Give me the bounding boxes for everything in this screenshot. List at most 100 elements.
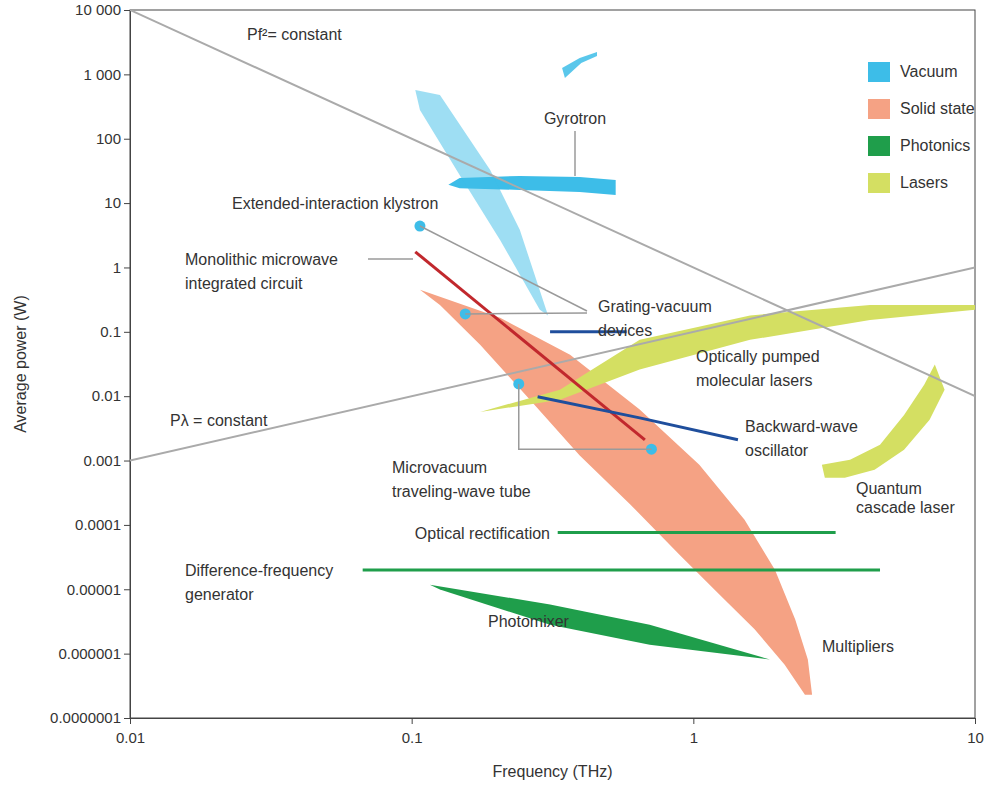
series-label: Optically pumped molecular lasers <box>696 348 824 389</box>
y-tick-label: 10 000 <box>75 1 121 18</box>
y-tick-mark <box>124 525 130 526</box>
y-tick-mark <box>124 718 130 719</box>
legend-swatch <box>868 136 890 156</box>
y-tick-label: 100 <box>96 130 121 147</box>
x-tick-label: 0.01 <box>116 729 145 746</box>
y-tick: 0.0001 <box>75 516 130 533</box>
y-tick-mark <box>124 654 130 655</box>
series-label-line: Pf²= constant <box>247 26 342 43</box>
legend-label: Photonics <box>900 137 970 154</box>
series-label-line: oscillator <box>745 442 809 459</box>
legend-swatch <box>868 62 890 82</box>
series-label-line: cascade laser <box>856 499 955 516</box>
leader-line <box>574 131 576 176</box>
legend-item: Vacuum <box>868 62 958 82</box>
y-tick-label: 0.001 <box>83 452 121 469</box>
y-tick-mark <box>124 332 130 333</box>
region <box>430 585 770 660</box>
series-label-line: Quantum <box>856 480 926 497</box>
series-label-line: Microvacuum <box>392 459 492 476</box>
series-label-line: traveling-wave tube <box>392 483 531 500</box>
y-tick-label: 0.00001 <box>67 581 121 598</box>
y-tick-label: 1 000 <box>83 66 121 83</box>
x-axis: 0.01 0.1 1 10 <box>116 718 984 746</box>
x-tick-label: 1 <box>690 729 698 746</box>
series-label-line: Optical rectification <box>415 525 550 542</box>
y-tick: 0.01 <box>92 387 130 404</box>
legend-item: Photonics <box>868 136 970 156</box>
y-tick-mark <box>124 10 130 11</box>
y-tick-label: 0.000001 <box>58 645 121 662</box>
x-axis-line <box>131 718 976 719</box>
y-tick-label: 10 <box>104 194 121 211</box>
y-tick: 1 <box>113 259 130 276</box>
series-label-line: Grating-vacuum <box>598 298 716 315</box>
legend-item: Solid state <box>868 99 975 119</box>
line <box>538 397 738 440</box>
series-label: Quantum cascade laser <box>856 480 955 516</box>
y-axis: 0.0000001 0.000001 0.00001 0.0001 0.001 0.01 0… <box>50 1 130 726</box>
y-tick-mark <box>124 396 130 397</box>
series-label-line: integrated circuit <box>185 275 303 292</box>
y-tick-label: 0.0001 <box>75 516 121 533</box>
x-tick-mark <box>130 718 131 724</box>
x-tick-mark <box>693 718 694 724</box>
line <box>558 531 836 534</box>
x-axis-title: Frequency (THz) <box>492 763 612 780</box>
y-tick: 100 <box>96 130 130 147</box>
x-tick-mark <box>412 718 413 724</box>
x-tick-label: 10 <box>967 729 984 746</box>
y-tick-mark <box>124 203 130 204</box>
leader-line <box>420 226 587 311</box>
legend-swatch <box>868 99 890 119</box>
series-label: Grating-vacuum devices <box>598 298 716 339</box>
series-label: Microvacuum traveling-wave tube <box>392 459 531 500</box>
leader-line <box>465 312 587 314</box>
legend-swatch <box>868 173 890 193</box>
y-tick: 0.00001 <box>67 581 130 598</box>
region <box>480 305 975 412</box>
series-label-line: devices <box>598 322 652 339</box>
leader-line <box>519 384 652 449</box>
legend: Vacuum Solid state Photonics Lasers <box>868 62 975 193</box>
y-axis-title: Average power (W) <box>12 295 29 433</box>
annotations: Pf²= constant Pλ = constant Gyrotron Multip… <box>170 26 955 655</box>
series-label-line: Gyrotron <box>544 110 606 127</box>
y-tick-mark <box>124 139 130 140</box>
series-label-line: Monolithic microwave <box>185 251 342 268</box>
series-label: Pλ = constant <box>170 412 268 429</box>
series-label: Difference-frequency generator <box>185 562 338 603</box>
y-tick-mark <box>124 461 130 462</box>
legend-item: Lasers <box>868 173 948 193</box>
leader-line <box>368 258 413 260</box>
plot-frame <box>130 10 975 718</box>
series-label-line: generator <box>185 586 254 603</box>
legend-label: Lasers <box>900 174 948 191</box>
y-tick-mark <box>124 267 130 268</box>
y-tick-label: 1 <box>113 259 121 276</box>
y-tick-label: 0.01 <box>92 387 121 404</box>
y-tick: 0.001 <box>83 452 130 469</box>
y-tick: 0.1 <box>100 323 130 340</box>
y-tick: 1 000 <box>83 66 130 83</box>
series-label: Photomixer <box>488 613 570 630</box>
y-tick: 0.000001 <box>58 645 130 662</box>
region <box>562 52 597 78</box>
y-tick-label: 0.0000001 <box>50 709 121 726</box>
series-label: Extended-interaction klystron <box>232 195 438 212</box>
x-tick-label: 0.1 <box>402 729 423 746</box>
y-tick-mark <box>124 74 130 75</box>
y-tick: 10 000 <box>75 1 130 18</box>
series-label-line: Difference-frequency <box>185 562 338 579</box>
x-tick: 1 <box>690 718 698 746</box>
legend-label: Solid state <box>900 100 975 117</box>
series-label-line: Photomixer <box>488 613 570 630</box>
y-axis-line <box>130 11 131 719</box>
y-tick-mark <box>124 589 130 590</box>
legend-label: Vacuum <box>900 63 958 80</box>
line <box>130 10 975 396</box>
series-label-line: Multipliers <box>822 638 894 655</box>
series-label-line: molecular lasers <box>696 372 812 389</box>
series-label-line: Extended-interaction klystron <box>232 195 438 212</box>
series-label: Gyrotron <box>544 110 606 127</box>
